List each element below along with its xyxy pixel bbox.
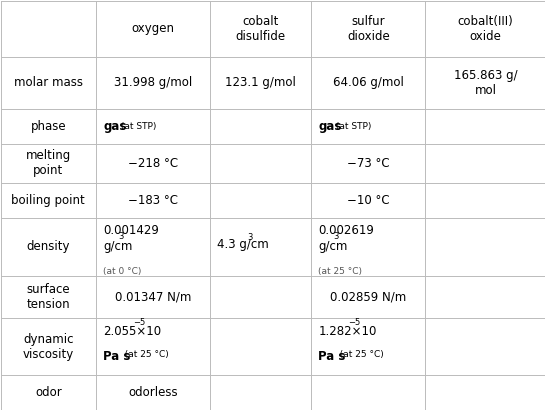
Text: −5: −5 [348,318,360,327]
Text: sulfur
dioxide: sulfur dioxide [347,15,390,43]
Text: (at STP): (at STP) [334,122,372,131]
Text: g/cm: g/cm [103,240,133,253]
Text: surface
tension: surface tension [27,283,70,311]
Text: −218 °C: −218 °C [128,157,178,170]
Text: 4.3 g/cm: 4.3 g/cm [217,238,269,251]
Text: (at STP): (at STP) [118,122,157,131]
Text: oxygen: oxygen [132,22,175,35]
Text: −5: −5 [133,318,145,327]
Text: (at 0 °C): (at 0 °C) [103,267,141,276]
Text: 165.863 g/
mol: 165.863 g/ mol [454,69,517,97]
Text: g/cm: g/cm [318,240,348,253]
Text: Pa s: Pa s [318,350,346,363]
Text: melting
point: melting point [26,149,71,177]
Text: 0.001429: 0.001429 [103,224,159,236]
Text: cobalt
disulfide: cobalt disulfide [236,15,286,43]
Text: density: density [27,240,70,253]
Text: 0.02859 N/m: 0.02859 N/m [330,291,406,304]
Text: (at 25 °C): (at 25 °C) [334,350,384,359]
Text: (at 25 °C): (at 25 °C) [318,267,362,276]
Text: phase: phase [31,120,66,133]
Text: 2.055×10: 2.055×10 [103,325,161,338]
Text: 3: 3 [247,233,252,242]
Text: molar mass: molar mass [14,76,83,90]
Text: boiling point: boiling point [11,194,85,207]
Text: cobalt(III)
oxide: cobalt(III) oxide [458,15,513,43]
Text: −73 °C: −73 °C [347,157,390,170]
Text: gas: gas [318,120,342,133]
Text: 123.1 g/mol: 123.1 g/mol [225,76,296,90]
Text: (at 25 °C): (at 25 °C) [119,350,169,359]
Text: dynamic
viscosity: dynamic viscosity [23,333,74,361]
Text: 0.01347 N/m: 0.01347 N/m [115,291,192,304]
Text: 31.998 g/mol: 31.998 g/mol [114,76,192,90]
Text: 0.002619: 0.002619 [318,224,374,236]
Text: −183 °C: −183 °C [128,194,178,207]
Text: 64.06 g/mol: 64.06 g/mol [333,76,403,90]
Text: 3: 3 [333,233,339,242]
Text: 1.282×10: 1.282×10 [318,325,377,338]
Text: gas: gas [103,120,127,133]
Text: odor: odor [35,386,62,399]
Text: Pa s: Pa s [103,350,130,363]
Text: 3: 3 [118,233,123,242]
Text: odorless: odorless [128,386,178,399]
Text: −10 °C: −10 °C [347,194,390,207]
